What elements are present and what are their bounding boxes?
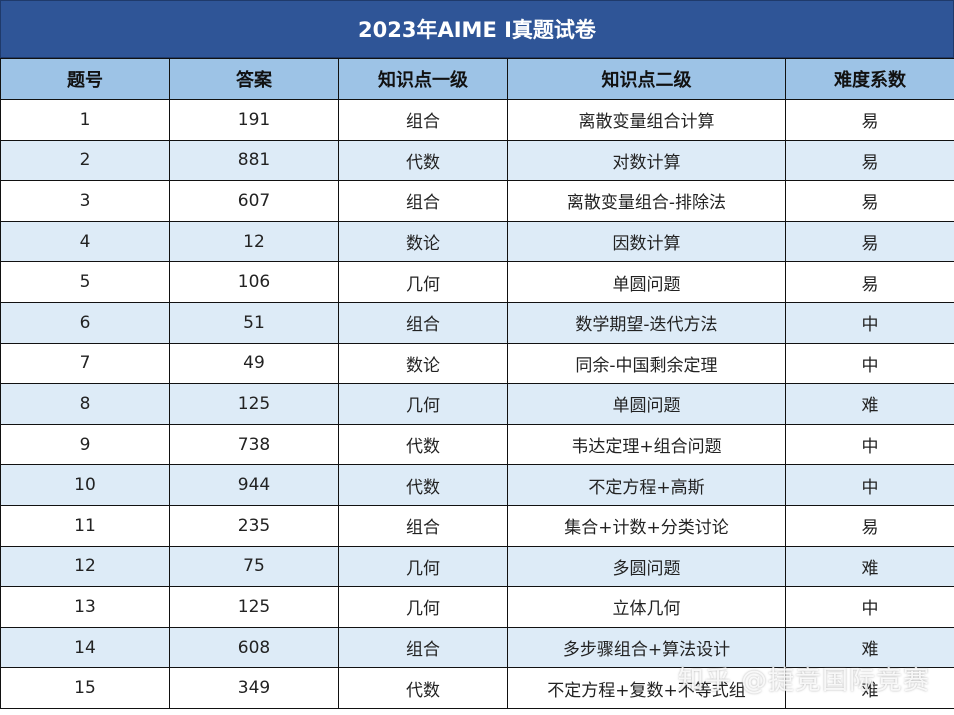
- cell-difficulty: 中: [785, 464, 954, 506]
- cell-topic-level2: 立体几何: [507, 586, 786, 628]
- cell-topic-level1: 几何: [338, 383, 508, 425]
- cell-problem-number: 5: [0, 261, 170, 303]
- cell-difficulty: 难: [785, 667, 954, 709]
- cell-answer: 608: [169, 626, 339, 669]
- cell-problem-number: 10: [0, 464, 170, 506]
- cell-difficulty: 中: [785, 423, 954, 466]
- table-row: 12 75 几何 多圆问题难: [0, 545, 954, 588]
- cell-difficulty: 中: [785, 586, 954, 628]
- cell-difficulty: 中: [785, 301, 954, 344]
- cell-problem-number: 11: [0, 504, 170, 547]
- table-row: 7 49 数论 同余-中国剩余定理中: [0, 342, 954, 385]
- table-row: 14 608 组合 多步骤组合+算法设计难: [0, 626, 954, 669]
- cell-topic-level1: 几何: [338, 261, 508, 303]
- cell-topic-level2: 不定方程+复数+不等式组: [507, 667, 786, 709]
- cell-topic-level2: 离散变量组合-排除法: [507, 180, 786, 222]
- cell-topic-level1: 组合: [338, 99, 508, 141]
- cell-problem-number: 1: [0, 99, 170, 141]
- cell-answer: 49: [169, 342, 339, 385]
- cell-topic-level2: 数学期望-迭代方法: [507, 301, 786, 344]
- table-row: 4 12 数论 因数计算易: [0, 220, 954, 263]
- cell-difficulty: 易: [785, 99, 954, 141]
- cell-answer: 191: [169, 99, 339, 141]
- table-row: 15 349 代数 不定方程+复数+不等式组难: [0, 667, 954, 709]
- header-topic-level2: 知识点二级: [507, 58, 786, 100]
- header-problem-number: 题号: [0, 58, 170, 100]
- cell-problem-number: 12: [0, 545, 170, 588]
- cell-difficulty: 难: [785, 626, 954, 669]
- cell-topic-level2: 因数计算: [507, 220, 786, 263]
- cell-problem-number: 9: [0, 423, 170, 466]
- table-title: 2023年AIME I真题试卷: [0, 0, 954, 58]
- cell-topic-level1: 几何: [338, 586, 508, 628]
- cell-problem-number: 4: [0, 220, 170, 263]
- table-row: 9 738 代数 韦达定理+组合问题中: [0, 423, 954, 466]
- cell-answer: 881: [169, 139, 339, 182]
- header-topic-level1: 知识点一级: [338, 58, 508, 100]
- cell-topic-level2: 同余-中国剩余定理: [507, 342, 786, 385]
- cell-difficulty: 易: [785, 504, 954, 547]
- cell-difficulty: 易: [785, 261, 954, 303]
- cell-difficulty: 难: [785, 545, 954, 588]
- cell-topic-level2: 韦达定理+组合问题: [507, 423, 786, 466]
- cell-answer: 75: [169, 545, 339, 588]
- cell-topic-level2: 单圆问题: [507, 383, 786, 425]
- table-row: 3 607 组合 离散变量组合-排除法易: [0, 180, 954, 222]
- cell-topic-level1: 组合: [338, 504, 508, 547]
- cell-difficulty: 易: [785, 180, 954, 222]
- cell-answer: 235: [169, 504, 339, 547]
- cell-topic-level2: 不定方程+高斯: [507, 464, 786, 506]
- cell-topic-level1: 代数: [338, 464, 508, 506]
- cell-topic-level1: 代数: [338, 423, 508, 466]
- cell-answer: 944: [169, 464, 339, 506]
- cell-problem-number: 8: [0, 383, 170, 425]
- table-row: 2 881 代数 对数计算易: [0, 139, 954, 182]
- cell-topic-level2: 对数计算: [507, 139, 786, 182]
- table-row: 6 51 组合 数学期望-迭代方法中: [0, 301, 954, 344]
- table-row: 13 125 几何 立体几何中: [0, 586, 954, 628]
- header-row: 题号 答案 知识点一级 知识点二级 难度系数: [0, 58, 954, 100]
- cell-answer: 125: [169, 586, 339, 628]
- table-row: 1 191 组合 离散变量组合计算易: [0, 99, 954, 141]
- cell-answer: 738: [169, 423, 339, 466]
- cell-topic-level2: 多圆问题: [507, 545, 786, 588]
- cell-problem-number: 13: [0, 586, 170, 628]
- table-row: 10 944 代数 不定方程+高斯中: [0, 464, 954, 506]
- cell-topic-level1: 组合: [338, 301, 508, 344]
- cell-problem-number: 14: [0, 626, 170, 669]
- cell-problem-number: 3: [0, 180, 170, 222]
- cell-topic-level1: 组合: [338, 180, 508, 222]
- cell-difficulty: 易: [785, 220, 954, 263]
- cell-answer: 349: [169, 667, 339, 709]
- cell-problem-number: 15: [0, 667, 170, 709]
- cell-topic-level2: 单圆问题: [507, 261, 786, 303]
- cell-topic-level1: 代数: [338, 139, 508, 182]
- cell-answer: 106: [169, 261, 339, 303]
- cell-topic-level2: 多步骤组合+算法设计: [507, 626, 786, 669]
- cell-problem-number: 7: [0, 342, 170, 385]
- answer-table: 题号 答案 知识点一级 知识点二级 难度系数 1 191 组合 离散变量组合计算易 2 8…: [0, 58, 954, 709]
- cell-topic-level2: 集合+计数+分类讨论: [507, 504, 786, 547]
- table-row: 11 235 组合 集合+计数+分类讨论易: [0, 504, 954, 547]
- table-row: 5 106 几何 单圆问题易: [0, 261, 954, 303]
- cell-difficulty: 中: [785, 342, 954, 385]
- cell-topic-level2: 离散变量组合计算: [507, 99, 786, 141]
- header-difficulty: 难度系数: [785, 58, 954, 100]
- cell-topic-level1: 几何: [338, 545, 508, 588]
- cell-answer: 125: [169, 383, 339, 425]
- cell-topic-level1: 代数: [338, 667, 508, 709]
- cell-topic-level1: 数论: [338, 342, 508, 385]
- table-row: 8 125 几何 单圆问题难: [0, 383, 954, 425]
- cell-difficulty: 易: [785, 139, 954, 182]
- header-answer: 答案: [169, 58, 339, 100]
- cell-answer: 51: [169, 301, 339, 344]
- cell-answer: 12: [169, 220, 339, 263]
- cell-topic-level1: 数论: [338, 220, 508, 263]
- cell-answer: 607: [169, 180, 339, 222]
- cell-topic-level1: 组合: [338, 626, 508, 669]
- cell-difficulty: 难: [785, 383, 954, 425]
- cell-problem-number: 6: [0, 301, 170, 344]
- cell-problem-number: 2: [0, 139, 170, 182]
